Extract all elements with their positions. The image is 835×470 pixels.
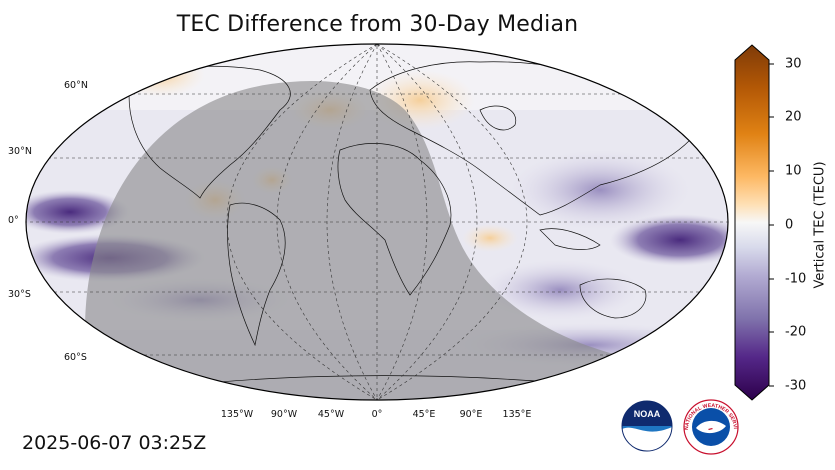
timestamp: 2025-06-07 03:25Z [22,432,207,454]
colorbar-tick: -10 [785,271,807,287]
anomaly-region [26,190,130,234]
anomaly-region [480,260,640,320]
lon-label: 45°W [317,409,345,420]
colorbar [734,44,774,401]
anomaly-region [115,53,205,97]
nws-logo: NATIONAL WEATHER SERVICE [682,398,739,455]
anomaly-region [610,214,728,266]
colorbar-tick: -20 [785,324,807,340]
colorbar-tick: 10 [785,163,802,179]
colorbar-tick: -30 [785,378,807,394]
colorbar-tick: 30 [785,56,802,72]
lat-label: 30°S [8,289,31,300]
lon-label: 90°E [459,409,483,420]
noaa-logo: NOAA [621,400,673,453]
night-overlay [26,80,728,400]
lon-label: 135°E [502,409,532,420]
lat-label: 60°S [64,352,87,363]
lon-label: 90°W [270,409,298,420]
lon-label: 45°E [412,409,436,420]
globe-outline [25,43,729,401]
lon-label: 135°W [220,409,254,420]
colorbar-tick: 20 [785,109,802,125]
lon-label: 0° [371,409,383,420]
anomaly-region [462,224,518,252]
colorbar-label: Vertical TEC (TECU) [812,161,828,289]
lat-label: 0° [8,215,19,226]
world-map [25,43,729,401]
lat-label: 60°N [64,80,88,91]
anomaly-region [510,150,690,230]
map-title: TEC Difference from 30-Day Median [176,12,579,37]
lat-label: 30°N [8,146,32,157]
colorbar-tick: 0 [785,217,794,233]
noaa-logo-text: NOAA [634,409,661,419]
